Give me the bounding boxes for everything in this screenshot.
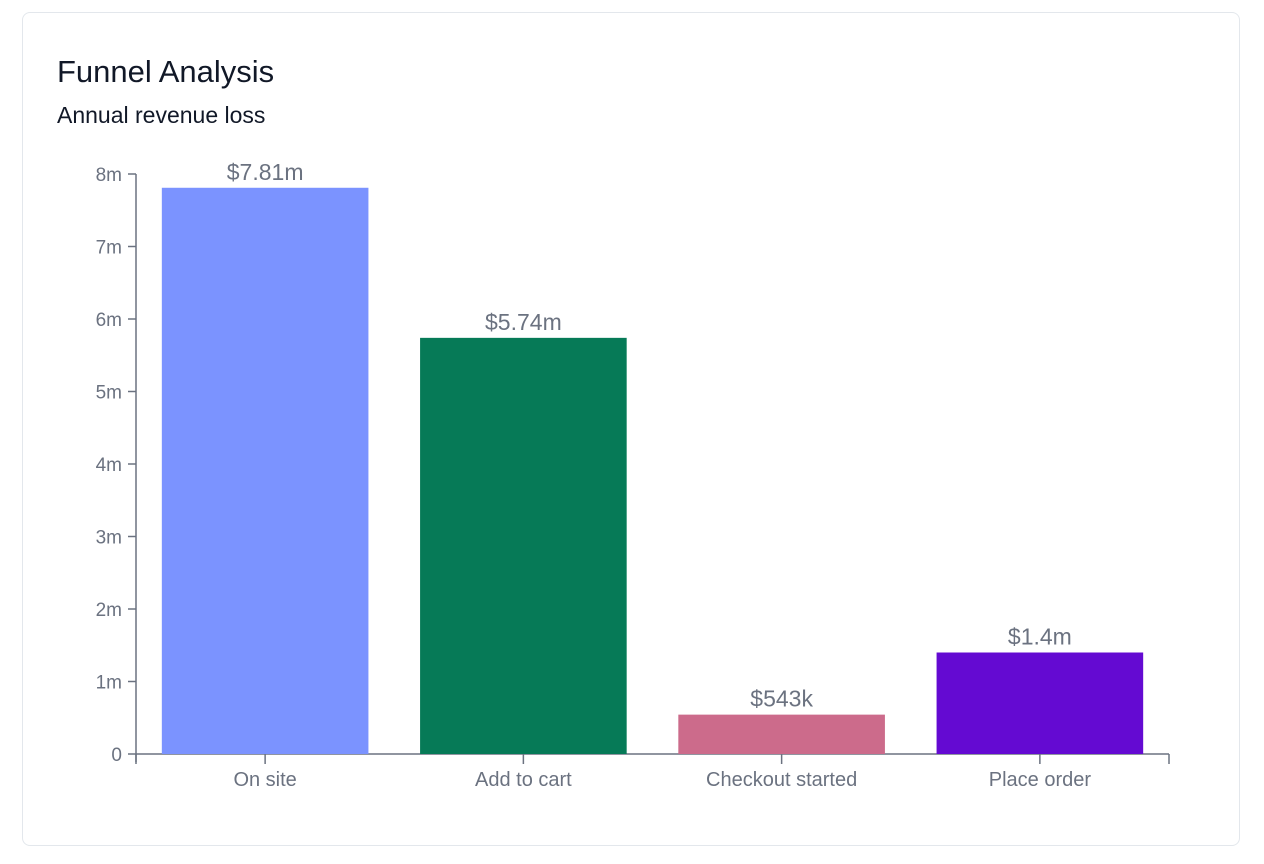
- y-tick-label: 3m: [96, 528, 122, 549]
- bar: [161, 187, 369, 754]
- x-tick-label: On site: [233, 769, 296, 791]
- x-axis: On site Add to cart Checkout started Place …: [135, 753, 1170, 791]
- bar: [420, 337, 627, 754]
- chart-subtitle: Annual revenue loss: [57, 102, 266, 128]
- bar-value-label: $7.81m: [227, 159, 304, 185]
- bar: [936, 652, 1144, 754]
- bar-value-label: $1.4m: [1008, 624, 1072, 650]
- y-axis: 0 1m 2m 3m 4m 5m 6m 7m 8m: [96, 165, 137, 766]
- bar-value-label: $543k: [750, 686, 813, 712]
- y-tick-label: 4m: [96, 455, 122, 476]
- y-tick-label: 6m: [96, 310, 122, 331]
- y-tick-label: 8m: [96, 165, 122, 186]
- x-tick-label: Place order: [989, 769, 1092, 791]
- bar: [678, 714, 885, 754]
- y-tick-label: 2m: [96, 600, 122, 621]
- bars: [161, 187, 1144, 754]
- bar-value-label: $5.74m: [485, 309, 562, 335]
- y-tick-label: 7m: [96, 238, 122, 259]
- y-tick-label: 5m: [96, 383, 122, 404]
- x-tick-label: Add to cart: [475, 769, 572, 791]
- chart-title: Funnel Analysis: [57, 54, 275, 89]
- y-tick-label: 0: [111, 745, 122, 766]
- data-labels: $7.81m $5.74m $543k $1.4m: [227, 159, 1072, 712]
- y-tick-label: 1m: [96, 673, 122, 694]
- x-tick-label: Checkout started: [706, 769, 857, 791]
- bar-chart: 0 1m 2m 3m 4m 5m 6m 7m 8m On site Add to cart Chec…: [96, 159, 1170, 791]
- chart-card: Funnel Analysis Annual revenue loss 0 1m 2…: [22, 12, 1240, 846]
